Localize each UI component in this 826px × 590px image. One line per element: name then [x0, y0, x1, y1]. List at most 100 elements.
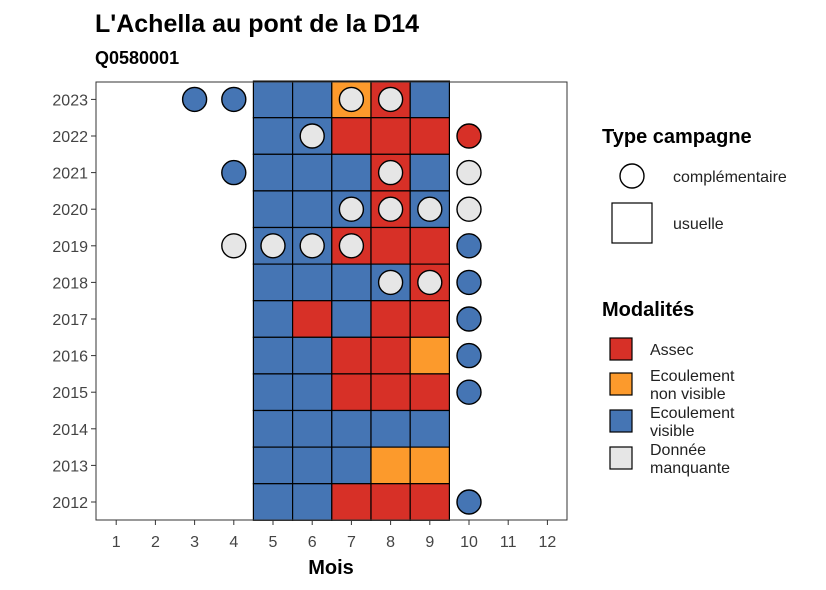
tile-2012-8	[370, 483, 411, 521]
tile-2017-5	[252, 300, 294, 338]
legend-label-modalite: manquante	[650, 460, 730, 477]
y-tick-label: 2021	[52, 166, 88, 183]
point-2019-5	[260, 233, 286, 259]
legend-title-modalites: Modalités	[602, 299, 694, 321]
tile-2015-9	[409, 373, 451, 412]
legend-label-modalite: non visible	[650, 386, 726, 403]
x-tick-label: 3	[190, 534, 199, 551]
x-tick-label: 4	[229, 534, 238, 551]
x-tick-label: 8	[386, 534, 395, 551]
tile-2015-8	[370, 373, 411, 412]
point-2019-4	[221, 233, 247, 259]
tile-2015-5	[252, 373, 294, 412]
point-2012-10	[456, 489, 482, 515]
y-tick-label: 2013	[52, 458, 88, 475]
x-axis-title: Mois	[308, 557, 354, 579]
tile-2013-8	[370, 446, 411, 485]
point-2017-10	[456, 306, 482, 332]
legend: Type campagne complémentaire usuelle Modali…	[602, 126, 787, 477]
tile-2013-9	[409, 446, 451, 485]
y-tick-label: 2022	[52, 129, 88, 146]
plot-area: 2012 2013 2014 2015 2016 2017 2018 2019 2020 2021…	[52, 80, 568, 551]
y-tick-label: 2014	[52, 422, 88, 439]
tile-2017-7	[331, 300, 372, 338]
point-2018-9	[417, 269, 443, 296]
tile-2019-8	[370, 226, 411, 265]
tile-2021-9	[409, 153, 451, 192]
tile-2022-7	[331, 117, 372, 155]
legend-key-modalite	[609, 409, 633, 433]
tile-2017-9	[409, 300, 451, 338]
tile-2017-6	[292, 300, 333, 338]
point-2018-8	[377, 269, 404, 296]
tile-2021-6	[292, 153, 333, 192]
tile-2016-9	[409, 336, 451, 375]
legend-label-modalite: Donnée	[650, 442, 706, 459]
x-tick-label: 7	[347, 534, 356, 551]
point-2019-10	[456, 233, 482, 259]
legend-key-complementaire	[619, 163, 645, 189]
tile-2012-5	[252, 483, 294, 521]
tile-2012-9	[409, 483, 451, 521]
tile-2021-7	[331, 153, 372, 192]
tile-2019-9	[409, 226, 451, 265]
legend-label-modalite: Assec	[650, 342, 694, 359]
chart-title: L'Achella au pont de la D14	[95, 10, 419, 38]
point-2015-10	[456, 379, 482, 405]
legend-label-modalite: Ecoulement	[650, 405, 735, 422]
x-tick-label: 12	[539, 534, 557, 551]
point-2018-10	[456, 269, 482, 296]
point-2023-7	[338, 86, 365, 113]
y-tick-label: 2016	[52, 349, 88, 366]
tile-2020-5	[252, 190, 294, 229]
tile-2018-6	[292, 263, 333, 302]
tile-2018-7	[331, 263, 372, 302]
tile-2013-6	[292, 446, 333, 485]
tile-2014-9	[409, 409, 451, 448]
point-2022-10	[456, 123, 482, 149]
point-2022-6	[299, 123, 325, 149]
tile-2014-8	[370, 409, 411, 448]
tile-2020-6	[292, 190, 333, 229]
point-2023-4	[221, 86, 247, 113]
y-tick-label: 2012	[52, 495, 88, 512]
legend-key-modalite	[609, 446, 633, 470]
tile-2023-6	[292, 80, 333, 119]
point-2020-8	[377, 196, 404, 222]
legend-key-usuelle	[611, 202, 653, 244]
tile-2013-5	[252, 446, 294, 485]
point-2021-10	[456, 159, 482, 186]
x-tick-label: 5	[269, 534, 278, 551]
y-tick-label: 2019	[52, 239, 88, 256]
y-tick-label: 2020	[52, 202, 88, 219]
tile-2015-7	[331, 373, 372, 412]
point-2016-10	[456, 342, 482, 369]
tile-2014-7	[331, 409, 372, 448]
tile-2012-7	[331, 483, 372, 521]
tile-2016-5	[252, 336, 294, 375]
tile-2016-8	[370, 336, 411, 375]
legend-title-type: Type campagne	[602, 126, 752, 148]
y-tick-label: 2015	[52, 385, 88, 402]
tile-2017-8	[370, 300, 411, 338]
legend-key-modalite	[609, 337, 633, 361]
x-tick-label: 6	[308, 534, 317, 551]
tile-2023-9	[409, 80, 451, 119]
tile-2016-6	[292, 336, 333, 375]
legend-label-modalite: visible	[650, 423, 695, 440]
tile-2022-9	[409, 117, 451, 155]
tile-2016-7	[331, 336, 372, 375]
tile-2022-8	[370, 117, 411, 155]
point-2021-4	[221, 159, 247, 186]
x-tick-label: 9	[425, 534, 434, 551]
x-tick-label: 1	[112, 534, 121, 551]
point-2020-9	[417, 196, 443, 222]
chart-subtitle: Q0580001	[95, 48, 179, 68]
tile-2013-7	[331, 446, 372, 485]
point-2023-3	[181, 86, 208, 113]
legend-label-usuelle: usuelle	[673, 216, 724, 233]
tile-2021-5	[252, 153, 294, 192]
point-2019-6	[299, 233, 325, 259]
legend-label-modalite: Ecoulement	[650, 368, 735, 385]
